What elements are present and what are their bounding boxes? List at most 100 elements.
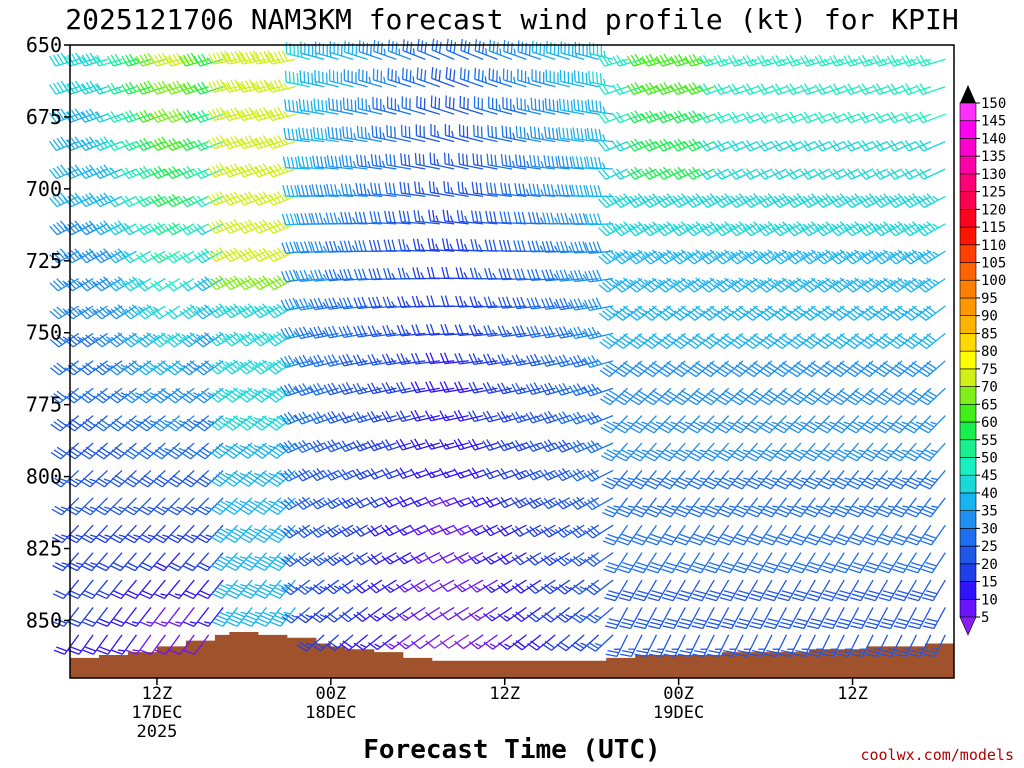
wind-barb bbox=[328, 69, 354, 88]
wind-barb-tick bbox=[847, 54, 855, 66]
wind-barb-tick bbox=[139, 82, 147, 94]
wind-barb-tick bbox=[295, 129, 299, 141]
wind-barb-tick bbox=[861, 83, 870, 94]
wind-barb-tick bbox=[383, 76, 386, 84]
wind-barb bbox=[344, 40, 368, 61]
wind-barb-tick bbox=[296, 73, 299, 85]
wind-barb-staff bbox=[286, 52, 310, 61]
wind-barb bbox=[313, 98, 339, 115]
wind-barb-tick bbox=[263, 79, 270, 90]
wind-barb-tick bbox=[265, 81, 273, 93]
wind-barb-tick bbox=[405, 68, 408, 81]
wind-barb-tick bbox=[462, 153, 465, 166]
wind-barb-tick bbox=[443, 152, 446, 164]
wind-barb-tick bbox=[255, 109, 263, 120]
wind-barb-tick bbox=[167, 56, 173, 63]
wind-barb-tick bbox=[429, 152, 432, 164]
wind-barb-tick bbox=[630, 54, 638, 66]
wind-barb bbox=[502, 96, 527, 115]
wind-barb-tick bbox=[121, 84, 129, 95]
wind-barb-tick bbox=[588, 70, 591, 83]
wind-barb bbox=[588, 70, 614, 88]
wind-barb-tick bbox=[876, 83, 884, 94]
wind-barb-tick bbox=[616, 54, 624, 66]
wind-barb-tick bbox=[212, 52, 219, 64]
wind-barb-tick bbox=[467, 70, 470, 82]
wind-barb-tick bbox=[663, 53, 671, 65]
wind-barb-staff bbox=[575, 81, 599, 88]
wind-barb bbox=[901, 54, 932, 67]
wind-barb-tick bbox=[186, 137, 195, 148]
wind-barb-tick bbox=[886, 84, 895, 95]
wind-barb-tick bbox=[760, 54, 768, 66]
wind-barb-tick bbox=[601, 111, 610, 122]
wind-barb-tick bbox=[226, 80, 234, 92]
wind-barb-tick bbox=[237, 81, 244, 93]
wind-barb-tick bbox=[208, 110, 215, 121]
wind-barb-tick bbox=[789, 111, 798, 122]
wind-barb-tick bbox=[153, 111, 162, 122]
wind-barb-tick bbox=[771, 113, 779, 124]
wind-barb-tick bbox=[139, 54, 147, 66]
wind-barb-tick bbox=[634, 82, 642, 93]
wind-barb bbox=[516, 97, 542, 115]
wind-barb-tick bbox=[244, 80, 252, 91]
wind-barb-tick bbox=[677, 82, 686, 93]
wind-barb-tick bbox=[208, 53, 215, 65]
wind-barb-tick bbox=[688, 83, 696, 94]
wind-barb-tick bbox=[350, 99, 353, 111]
wind-barb-tick bbox=[548, 98, 551, 111]
wind-barb-tick bbox=[216, 51, 223, 63]
wind-barb-tick bbox=[179, 140, 187, 151]
wind-barb bbox=[329, 41, 354, 61]
wind-barb-tick bbox=[484, 76, 487, 84]
wind-barb-tick bbox=[659, 111, 668, 122]
wind-barb-tick bbox=[603, 50, 606, 58]
wind-barb-tick bbox=[201, 109, 209, 120]
wind-barb-tick bbox=[150, 84, 158, 95]
wind-barb-tick bbox=[253, 110, 260, 117]
wind-barb bbox=[49, 52, 79, 67]
wind-barb-tick bbox=[814, 56, 822, 67]
wind-barb-tick bbox=[742, 56, 750, 67]
wind-barb-tick bbox=[234, 107, 241, 118]
wind-barb-tick bbox=[201, 81, 209, 93]
wind-barb-tick bbox=[655, 113, 664, 124]
wind-barb-tick bbox=[325, 100, 328, 113]
wind-barb bbox=[208, 79, 238, 93]
wind-barb-tick bbox=[259, 108, 267, 119]
wind-barb-tick bbox=[668, 85, 675, 92]
wind-barb-tick bbox=[273, 80, 281, 91]
plot-area bbox=[70, 45, 954, 678]
wind-barb-tick bbox=[556, 100, 559, 112]
wind-barb-tick bbox=[281, 50, 289, 62]
wind-barb-tick bbox=[306, 100, 310, 112]
wind-barb-tick bbox=[599, 73, 602, 85]
wind-barb-tick bbox=[688, 111, 697, 122]
wind-barb-tick bbox=[96, 139, 104, 150]
wind-barb-tick bbox=[655, 56, 663, 67]
wind-barb-tick bbox=[803, 111, 812, 122]
wind-barb-tick bbox=[794, 58, 801, 65]
wind-barb bbox=[193, 109, 224, 123]
wind-barb-tick bbox=[263, 51, 270, 62]
wind-barb-tick bbox=[581, 100, 584, 112]
wind-barb-tick bbox=[751, 58, 758, 65]
wind-barb-tick bbox=[167, 83, 173, 90]
wind-barb-tick bbox=[237, 53, 244, 65]
wind-barb bbox=[531, 40, 556, 61]
wind-barb-tick bbox=[197, 54, 205, 66]
wind-barb-tick bbox=[919, 111, 928, 122]
wind-barb-tick bbox=[239, 83, 245, 90]
wind-barb-tick bbox=[265, 110, 273, 121]
wind-barb-tick bbox=[181, 56, 188, 63]
wind-barb-tick bbox=[63, 84, 71, 95]
wind-barb-tick bbox=[742, 113, 751, 124]
wind-barb-tick bbox=[49, 112, 57, 123]
wind-barb-tick bbox=[424, 70, 427, 82]
wind-barb-tick bbox=[77, 84, 86, 95]
wind-barb-tick bbox=[121, 140, 130, 151]
wind-barb-tick bbox=[379, 127, 382, 139]
wind-barb-tick bbox=[336, 99, 339, 112]
wind-barb bbox=[372, 96, 397, 115]
